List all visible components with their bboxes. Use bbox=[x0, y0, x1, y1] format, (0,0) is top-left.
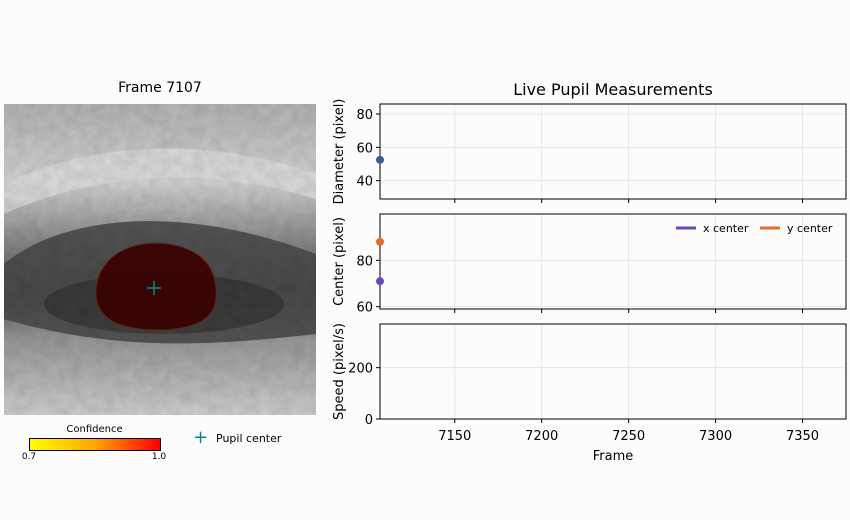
colorbar-title: Confidence bbox=[66, 424, 123, 435]
x-tick-label: 7300 bbox=[699, 429, 732, 444]
y-tick-label: 0 bbox=[365, 413, 373, 428]
legend-label: x center bbox=[703, 222, 749, 235]
pupil-center-marker bbox=[147, 281, 161, 295]
legend-label: y center bbox=[787, 222, 833, 235]
y-tick-label: 40 bbox=[356, 175, 373, 190]
confidence-colorbar bbox=[29, 438, 161, 451]
eye-image bbox=[4, 104, 316, 415]
pupil-center-legend-icon: + bbox=[193, 427, 209, 448]
y-axis-label: Speed (pixel/s) bbox=[332, 323, 347, 420]
y-tick-label: 80 bbox=[356, 254, 373, 269]
y-tick-label: 80 bbox=[356, 108, 373, 123]
colorbar-min-label: 0.7 bbox=[21, 452, 37, 462]
chart-title: Live Pupil Measurements bbox=[513, 80, 713, 99]
subplot-frame bbox=[379, 213, 847, 310]
y-tick-label: 60 bbox=[356, 301, 373, 316]
pupil-region bbox=[95, 242, 217, 331]
y-tick-label: 200 bbox=[348, 362, 373, 377]
data-point bbox=[376, 237, 384, 246]
x-tick-label: 7150 bbox=[438, 429, 471, 444]
y-axis-label: Center (pixel) bbox=[332, 217, 347, 306]
colorbar-max-label: 1.0 bbox=[151, 452, 167, 462]
y-axis-label: Diameter (pixel) bbox=[332, 99, 347, 205]
y-tick-label: 60 bbox=[356, 141, 373, 156]
x-tick-label: 7250 bbox=[612, 429, 645, 444]
subplot-frame bbox=[379, 323, 847, 420]
pupil-center-legend-label: Pupil center bbox=[216, 432, 282, 445]
x-tick-label: 7350 bbox=[786, 429, 819, 444]
data-point bbox=[376, 277, 384, 286]
subplot-frame bbox=[379, 103, 847, 200]
data-point bbox=[376, 155, 384, 164]
frame-title: Frame 7107 bbox=[118, 80, 202, 96]
x-axis-label: Frame bbox=[593, 449, 634, 464]
x-tick-label: 7200 bbox=[525, 429, 558, 444]
